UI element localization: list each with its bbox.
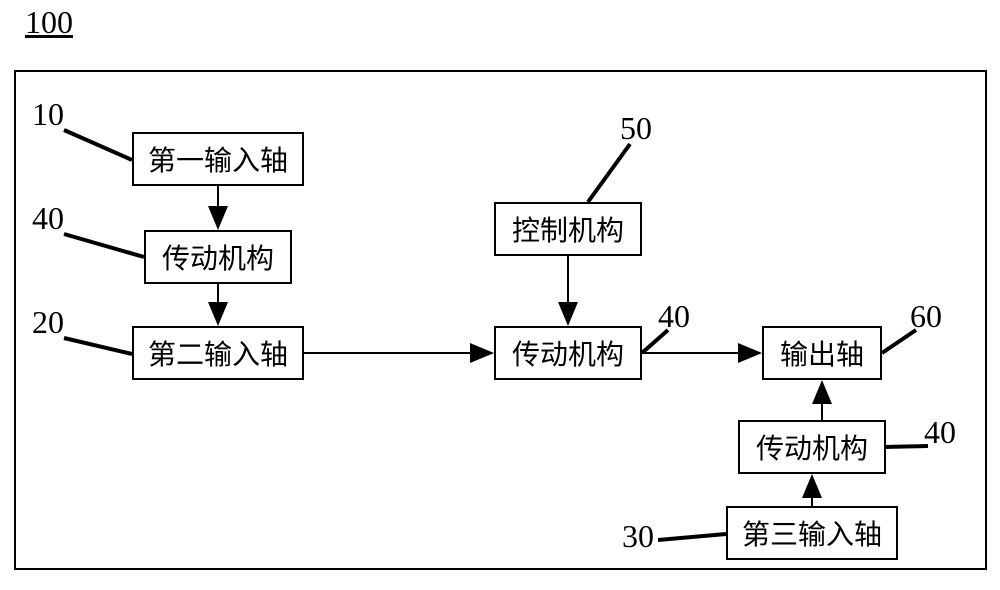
node-first-input-shaft: 第一输入轴 xyxy=(132,132,304,186)
diagram-frame: 第一输入轴 传动机构 第二输入轴 控制机构 传动机构 输出轴 传动机构 第三输入… xyxy=(14,70,987,570)
node-control-mechanism: 控制机构 xyxy=(494,202,642,256)
ref-10: 10 xyxy=(32,96,64,133)
ref-20: 20 xyxy=(32,304,64,341)
node-label: 传动机构 xyxy=(512,333,624,373)
node-second-input-shaft: 第二输入轴 xyxy=(132,326,304,380)
node-label: 传动机构 xyxy=(162,237,274,277)
node-label: 第一输入轴 xyxy=(148,139,288,179)
node-transmission-c: 传动机构 xyxy=(738,420,886,474)
node-output-shaft: 输出轴 xyxy=(762,326,882,380)
node-label: 控制机构 xyxy=(512,209,624,249)
node-label: 第三输入轴 xyxy=(742,513,882,553)
ref-60: 60 xyxy=(910,298,942,335)
node-transmission-a: 传动机构 xyxy=(144,230,292,284)
ref-40a: 40 xyxy=(32,200,64,237)
figure-number: 100 xyxy=(25,4,73,41)
node-transmission-b: 传动机构 xyxy=(494,326,642,380)
ref-30: 30 xyxy=(622,518,654,555)
ref-50: 50 xyxy=(620,110,652,147)
node-third-input-shaft: 第三输入轴 xyxy=(726,506,898,560)
node-label: 传动机构 xyxy=(756,427,868,467)
ref-40c: 40 xyxy=(924,414,956,451)
ref-40b: 40 xyxy=(658,298,690,335)
node-label: 输出轴 xyxy=(780,333,864,373)
node-label: 第二输入轴 xyxy=(148,333,288,373)
